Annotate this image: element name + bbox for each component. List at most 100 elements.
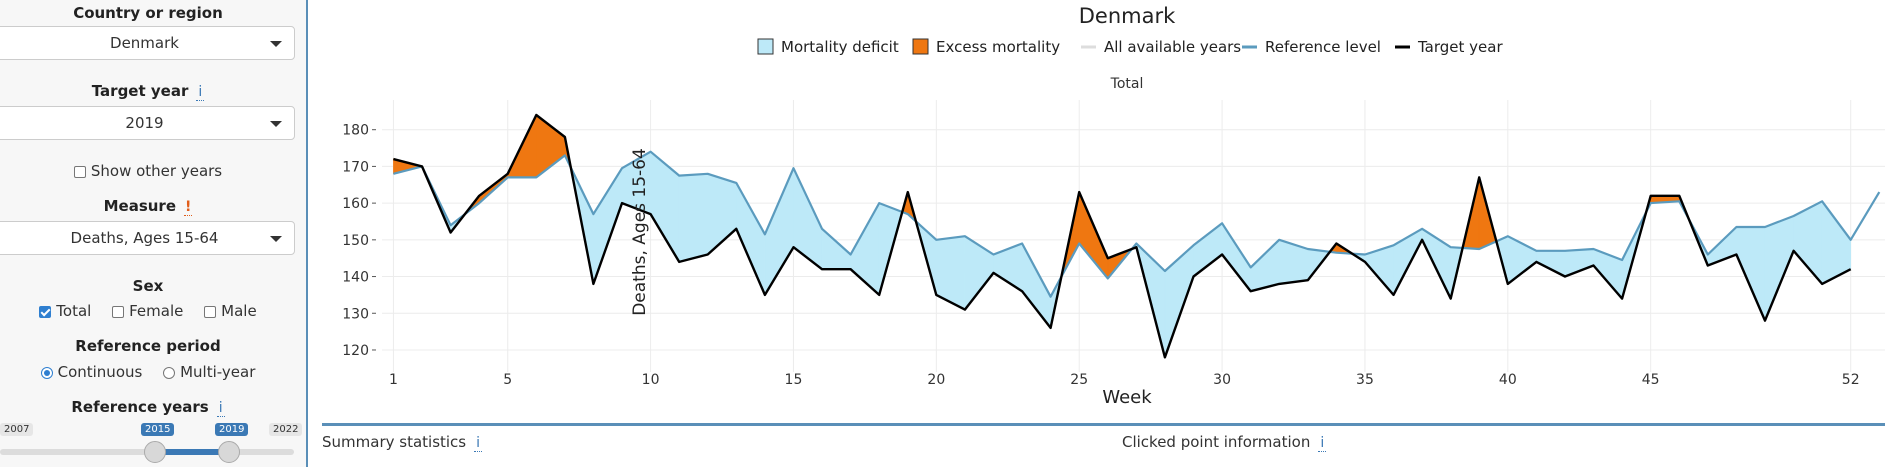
sex-option-total[interactable]: Total xyxy=(39,302,91,320)
x-tick-label: 20 xyxy=(927,372,945,388)
measure-label-text: Measure xyxy=(103,197,176,215)
legend-label[interactable]: Target year xyxy=(1417,38,1503,56)
mortality-deficit-area xyxy=(821,228,851,270)
target-year-line[interactable] xyxy=(393,113,1852,359)
mortality-deficit-area xyxy=(650,151,680,263)
country-select[interactable]: Denmark xyxy=(0,26,295,60)
mortality-chart: Denmark Total Mortality deficit Excess mo… xyxy=(342,4,1885,408)
excess-mortality-area xyxy=(536,114,566,179)
legend-label[interactable]: Reference level xyxy=(1265,38,1381,56)
x-tick-label: 40 xyxy=(1499,372,1517,388)
mortality-deficit-area xyxy=(1593,248,1623,300)
slider-handle-from[interactable] xyxy=(144,441,166,463)
chart-legend: Mortality deficit Excess mortality All ava… xyxy=(757,38,1503,56)
sidebar: Country or region Denmark Target year i 2… xyxy=(0,0,308,467)
sex-male-checkbox[interactable] xyxy=(204,306,217,318)
target-year-select[interactable]: 2019 xyxy=(0,106,295,140)
chart-areas xyxy=(393,114,1852,358)
target-year-select-value: 2019 xyxy=(125,114,164,132)
ref-period-continuous[interactable]: Continuous xyxy=(40,363,142,381)
reference-level-line[interactable] xyxy=(393,150,1881,298)
country-label: Country or region xyxy=(73,4,223,22)
mortality-deficit-area xyxy=(993,243,1023,292)
reference-years-label: Reference years i xyxy=(0,398,296,417)
slider-max-label: 2022 xyxy=(269,423,303,436)
chart-lines xyxy=(393,113,1881,359)
info-icon[interactable]: i xyxy=(216,400,225,417)
y-axis-ticks: 120 130 140 150 160 170 180 xyxy=(342,123,376,359)
x-tick-label: 1 xyxy=(389,372,398,388)
x-tick-label: 10 xyxy=(642,372,660,388)
x-tick-label: 25 xyxy=(1070,372,1088,388)
clicked-point-information[interactable]: Clicked point information i xyxy=(1122,433,1327,452)
summary-statistics[interactable]: Summary statistics i xyxy=(322,433,483,452)
slider-range xyxy=(155,449,229,455)
show-other-years-label: Show other years xyxy=(90,162,223,180)
sex-female-label: Female xyxy=(129,302,184,320)
clicked-point-information-label: Clicked point information xyxy=(1122,433,1311,451)
mortality-deficit-area xyxy=(1736,226,1766,321)
ref-period-multi-year-radio[interactable] xyxy=(163,367,176,379)
excess-mortality-area xyxy=(1078,191,1109,280)
mortality-deficit-area xyxy=(678,173,709,263)
x-tick-label: 35 xyxy=(1356,372,1374,388)
mortality-deficit-area xyxy=(1250,239,1280,292)
chart-grid xyxy=(382,100,1885,372)
slider-to-label: 2019 xyxy=(215,423,249,436)
y-tick-label: 160 xyxy=(342,196,369,212)
x-axis-label: Week xyxy=(1102,387,1152,408)
legend-label[interactable]: Mortality deficit xyxy=(781,38,899,56)
x-tick-label: 5 xyxy=(503,372,512,388)
sex-option-female[interactable]: Female xyxy=(112,302,183,320)
ref-period-continuous-radio[interactable] xyxy=(40,367,53,379)
summary-statistics-label: Summary statistics xyxy=(322,433,467,451)
reference-period-label: Reference period xyxy=(75,337,221,355)
mortality-deficit-area xyxy=(1564,248,1594,277)
legend-swatch xyxy=(912,38,929,55)
x-tick-label: 45 xyxy=(1642,372,1660,388)
x-tick-label: 30 xyxy=(1213,372,1231,388)
x-tick-label: 15 xyxy=(785,372,803,388)
y-tick-label: 170 xyxy=(342,159,369,175)
y-tick-label: 140 xyxy=(342,270,369,286)
reference-years-label-text: Reference years xyxy=(71,398,209,416)
chart-subtitle: Total xyxy=(1110,76,1144,92)
x-axis-ticks: 1 5 10 15 20 25 30 35 40 45 52 xyxy=(389,372,1860,388)
y-tick-label: 150 xyxy=(342,233,369,249)
country-select-value: Denmark xyxy=(110,34,179,52)
mortality-deficit-area xyxy=(1164,244,1194,358)
legend-swatch xyxy=(757,38,774,55)
ref-period-multi-year[interactable]: Multi-year xyxy=(163,363,255,381)
warning-icon[interactable]: ! xyxy=(184,199,193,216)
info-icon[interactable]: i xyxy=(474,435,483,452)
sex-male-label: Male xyxy=(221,302,257,320)
mortality-deficit-area xyxy=(1193,222,1223,278)
target-year-label-text: Target year xyxy=(91,82,189,100)
show-other-years[interactable]: Show other years xyxy=(0,162,296,180)
sex-total-checkbox[interactable] xyxy=(39,306,52,318)
y-axis-label: Deaths, Ages 15-64 xyxy=(630,148,650,316)
mortality-deficit-area xyxy=(1764,215,1794,321)
measure-label: Measure! xyxy=(0,197,296,216)
info-icon[interactable]: i xyxy=(1318,435,1327,452)
reference-years-slider[interactable]: 2007 2022 2015 2019 xyxy=(0,420,303,467)
legend-label[interactable]: All available years xyxy=(1104,38,1241,56)
y-tick-label: 180 xyxy=(342,123,369,139)
mortality-deficit-area xyxy=(936,235,966,311)
show-other-years-checkbox[interactable] xyxy=(73,166,86,178)
sex-label: Sex xyxy=(132,277,164,295)
measure-select-value: Deaths, Ages 15-64 xyxy=(70,229,219,247)
sex-total-label: Total xyxy=(56,302,92,320)
mortality-deficit-area xyxy=(764,168,794,296)
info-icon[interactable]: i xyxy=(196,84,205,101)
mortality-deficit-area xyxy=(1278,239,1309,285)
measure-select[interactable]: Deaths, Ages 15-64 xyxy=(0,221,295,255)
mortality-deficit-area xyxy=(1221,222,1251,293)
sex-option-male[interactable]: Male xyxy=(204,302,257,320)
legend-label[interactable]: Excess mortality xyxy=(936,38,1060,56)
mortality-deficit-area xyxy=(1021,243,1051,329)
chart-title: Denmark xyxy=(1079,4,1176,28)
sex-female-checkbox[interactable] xyxy=(112,306,125,318)
slider-handle-to[interactable] xyxy=(218,441,240,463)
footer-divider xyxy=(322,423,1885,426)
